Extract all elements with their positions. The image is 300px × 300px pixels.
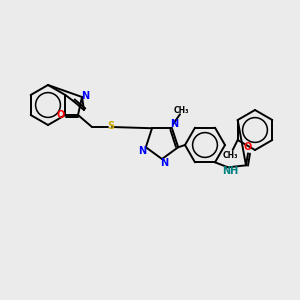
Text: CH₃: CH₃ bbox=[173, 106, 189, 115]
Text: N: N bbox=[170, 119, 178, 129]
Text: CH₃: CH₃ bbox=[223, 152, 239, 160]
Text: S: S bbox=[107, 121, 115, 131]
Text: O: O bbox=[57, 110, 65, 120]
Text: O: O bbox=[244, 142, 252, 152]
Text: N: N bbox=[160, 158, 168, 168]
Text: N: N bbox=[138, 146, 146, 156]
Text: N: N bbox=[81, 91, 89, 101]
Text: NH: NH bbox=[222, 166, 238, 176]
